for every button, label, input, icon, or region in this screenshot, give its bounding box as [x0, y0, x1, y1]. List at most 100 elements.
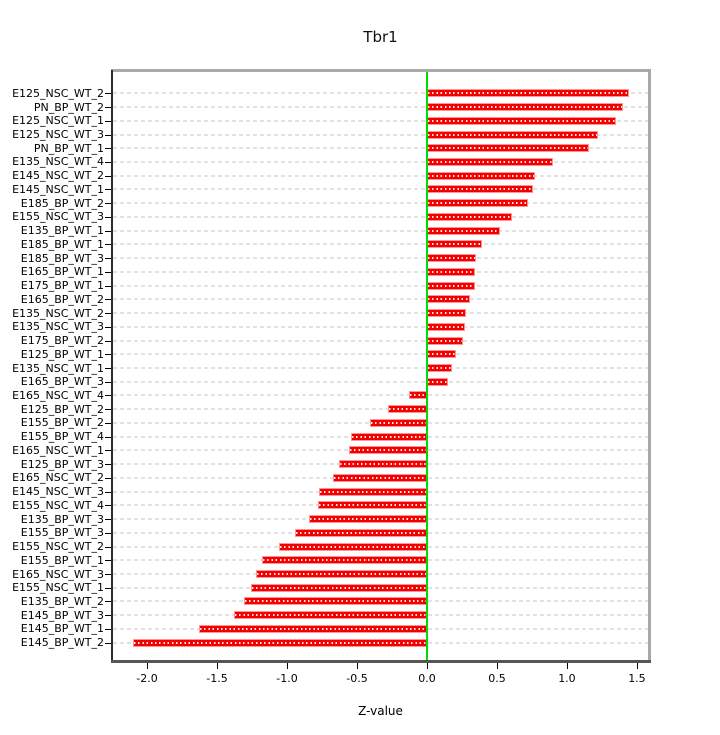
gridline — [113, 174, 648, 177]
y-tick — [105, 505, 111, 507]
bar-grid-overlay — [427, 243, 481, 246]
bar-grid-overlay — [427, 325, 464, 328]
bar-grid-overlay — [388, 408, 426, 411]
bar-grid-overlay — [370, 421, 426, 424]
y-tick — [105, 519, 111, 521]
bar-grid-overlay — [427, 174, 534, 177]
gridline — [113, 394, 648, 397]
y-tick — [105, 574, 111, 576]
bar-grid-overlay — [427, 380, 447, 383]
y-tick-label: PN_BP_WT_2 — [33, 100, 104, 114]
y-tick-label: E165_BP_WT_3 — [20, 375, 104, 389]
x-tick-label: 0.0 — [418, 672, 436, 685]
gridline — [113, 270, 648, 273]
y-tick — [105, 107, 111, 109]
x-tick-label: 1.5 — [628, 672, 646, 685]
gridline — [113, 202, 648, 205]
y-tick-label: E135_NSC_WT_2 — [12, 306, 104, 320]
y-tick — [105, 258, 111, 260]
bar-grid-overlay — [251, 586, 426, 589]
bar-grid-overlay — [352, 435, 426, 438]
bar-grid-overlay — [427, 92, 628, 95]
x-tick — [286, 663, 288, 669]
gridline — [113, 106, 648, 109]
bar-grid-overlay — [427, 257, 475, 260]
gridline — [113, 367, 648, 369]
y-tick-label: E155_NSC_WT_1 — [12, 581, 104, 595]
y-tick — [105, 313, 111, 315]
y-tick — [105, 120, 111, 122]
plot-border-right — [648, 69, 651, 663]
gridline — [113, 257, 648, 260]
gridline — [113, 160, 648, 163]
y-tick — [105, 409, 111, 411]
y-tick — [105, 175, 111, 177]
bar-grid-overlay — [427, 215, 512, 218]
x-tick-label: 0.5 — [488, 672, 506, 685]
y-tick — [105, 299, 111, 301]
y-tick-label: E155_BP_WT_4 — [20, 430, 104, 444]
y-tick — [105, 395, 111, 397]
y-tick — [105, 628, 111, 630]
y-tick — [105, 271, 111, 273]
y-tick-label: E135_BP_WT_1 — [20, 224, 104, 238]
bar-grid-overlay — [427, 106, 622, 109]
gridline — [113, 380, 648, 383]
bar-grid-overlay — [339, 463, 426, 466]
y-tick — [105, 148, 111, 150]
bar-grid-overlay — [427, 367, 452, 369]
y-tick — [105, 368, 111, 369]
y-tick — [105, 203, 111, 205]
y-tick — [105, 491, 111, 493]
x-tick — [217, 663, 218, 669]
plot-border-bottom — [111, 660, 651, 663]
x-tick-label: -1.5 — [206, 672, 228, 685]
bar-grid-overlay — [427, 229, 499, 232]
gridline — [113, 229, 648, 232]
plot-area — [113, 72, 648, 660]
chart-title: Tbr1 — [363, 28, 398, 46]
y-tick-label: E165_BP_WT_2 — [20, 292, 104, 306]
gridline — [113, 353, 648, 356]
x-axis-title: Z-value — [358, 704, 403, 718]
gridline — [113, 188, 648, 191]
y-tick-label: E155_NSC_WT_3 — [12, 210, 104, 224]
x-tick-label: -0.5 — [346, 672, 368, 685]
y-tick-label: E155_NSC_WT_4 — [12, 498, 104, 512]
gridline — [113, 408, 648, 411]
y-tick — [105, 244, 111, 246]
y-tick-label: E155_NSC_WT_2 — [12, 540, 104, 554]
y-tick — [105, 93, 111, 95]
bar-grid-overlay — [318, 504, 426, 507]
bar-grid-overlay — [310, 518, 426, 521]
y-tick-label: E135_NSC_WT_1 — [12, 361, 104, 375]
gridline — [113, 325, 648, 328]
y-tick — [105, 216, 111, 218]
bar-grid-overlay — [334, 476, 426, 479]
y-tick-label: E185_BP_WT_3 — [20, 251, 104, 265]
bar-grid-overlay — [427, 160, 552, 163]
bar-grid-overlay — [320, 490, 426, 493]
y-tick — [105, 642, 111, 644]
y-tick — [105, 464, 111, 466]
y-tick-label: E175_BP_WT_1 — [20, 279, 104, 293]
bar-grid-overlay — [427, 119, 615, 122]
gridline — [113, 284, 648, 287]
y-tick-label: E145_NSC_WT_1 — [12, 182, 104, 196]
y-tick-label: E165_NSC_WT_2 — [12, 471, 104, 485]
y-tick-label: E155_BP_WT_2 — [20, 416, 104, 430]
y-tick — [105, 560, 111, 562]
bar-grid-overlay — [234, 614, 426, 617]
bar-grid-overlay — [279, 545, 426, 548]
bar-grid-overlay — [262, 559, 426, 562]
y-tick-label: E135_BP_WT_3 — [20, 512, 104, 526]
y-tick — [105, 587, 111, 589]
bar-grid-overlay — [427, 312, 466, 315]
y-tick-label: E165_NSC_WT_3 — [12, 567, 104, 581]
y-tick — [105, 340, 111, 342]
gridline — [113, 243, 648, 246]
y-tick — [105, 381, 111, 383]
bar-grid-overlay — [427, 188, 533, 191]
y-tick-label: E125_NSC_WT_1 — [12, 114, 104, 128]
y-tick — [105, 546, 111, 548]
